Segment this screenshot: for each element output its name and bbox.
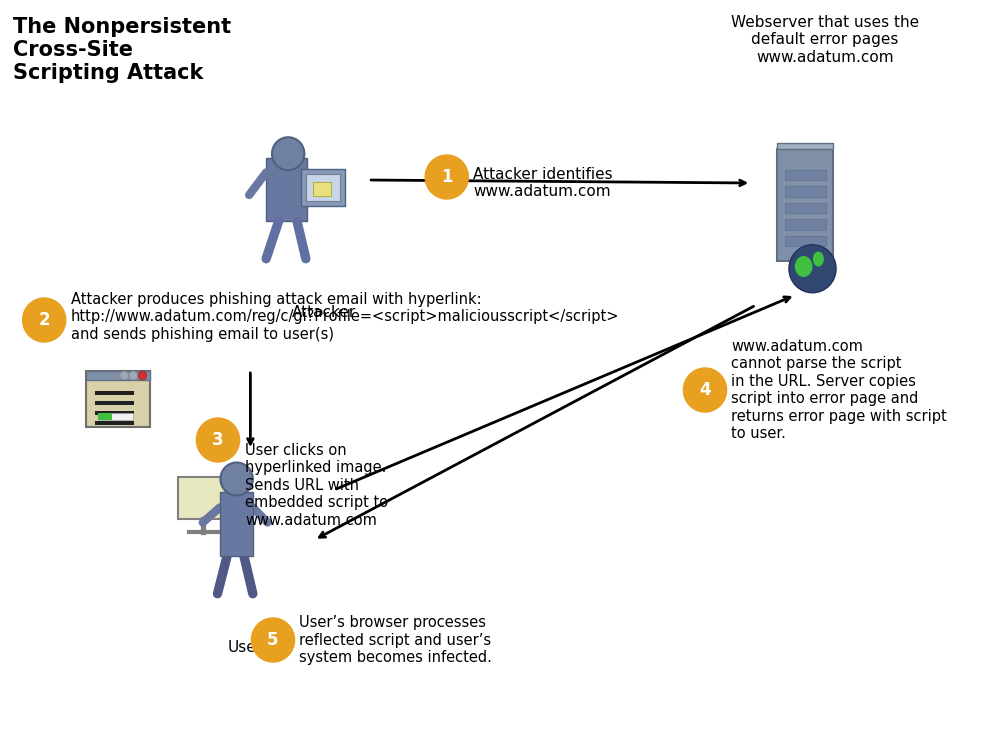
FancyBboxPatch shape bbox=[178, 477, 229, 519]
Circle shape bbox=[789, 245, 836, 293]
FancyBboxPatch shape bbox=[785, 186, 826, 197]
Text: 1: 1 bbox=[441, 168, 453, 186]
FancyBboxPatch shape bbox=[266, 158, 307, 221]
FancyBboxPatch shape bbox=[785, 219, 826, 230]
Text: User clicks on
hyperlinked image.
Sends URL with
embedded script to
www.adatum.c: User clicks on hyperlinked image. Sends … bbox=[245, 443, 389, 528]
Text: www.adatum.com
cannot parse the script
in the URL. Server copies
script into err: www.adatum.com cannot parse the script i… bbox=[731, 339, 947, 441]
FancyBboxPatch shape bbox=[785, 236, 826, 246]
Text: The Nonpersistent
Cross-Site
Scripting Attack: The Nonpersistent Cross-Site Scripting A… bbox=[13, 17, 231, 83]
FancyBboxPatch shape bbox=[98, 413, 133, 421]
Text: 2: 2 bbox=[38, 311, 50, 329]
Circle shape bbox=[196, 418, 240, 462]
Circle shape bbox=[129, 371, 138, 380]
Text: 4: 4 bbox=[699, 381, 711, 399]
Text: 3: 3 bbox=[212, 431, 224, 449]
Circle shape bbox=[425, 155, 468, 199]
FancyBboxPatch shape bbox=[86, 371, 150, 427]
Text: Attacker identifies
www.adatum.com: Attacker identifies www.adatum.com bbox=[473, 167, 613, 199]
FancyBboxPatch shape bbox=[86, 371, 150, 380]
Text: Attacker produces phishing attack email with hyperlink:
http://www.adatum.com/re: Attacker produces phishing attack email … bbox=[71, 292, 619, 342]
FancyBboxPatch shape bbox=[777, 149, 833, 261]
Ellipse shape bbox=[813, 251, 824, 267]
Text: Webserver that uses the
default error pages
www.adatum.com: Webserver that uses the default error pa… bbox=[731, 15, 919, 65]
FancyBboxPatch shape bbox=[220, 492, 253, 556]
FancyBboxPatch shape bbox=[777, 143, 833, 149]
Text: Attacker: Attacker bbox=[292, 305, 356, 320]
Circle shape bbox=[120, 371, 128, 380]
Circle shape bbox=[23, 298, 66, 342]
Text: User: User bbox=[228, 640, 263, 655]
FancyBboxPatch shape bbox=[785, 203, 826, 213]
FancyBboxPatch shape bbox=[785, 170, 826, 180]
Circle shape bbox=[272, 137, 304, 170]
Polygon shape bbox=[306, 174, 340, 201]
Ellipse shape bbox=[795, 256, 813, 277]
Polygon shape bbox=[301, 169, 345, 206]
Circle shape bbox=[683, 368, 727, 412]
FancyBboxPatch shape bbox=[98, 413, 112, 421]
Circle shape bbox=[251, 618, 295, 662]
FancyBboxPatch shape bbox=[313, 182, 331, 196]
Circle shape bbox=[138, 371, 147, 380]
Text: User’s browser processes
reflected script and user’s
system becomes infected.: User’s browser processes reflected scrip… bbox=[299, 615, 492, 665]
Circle shape bbox=[220, 463, 253, 495]
Text: 5: 5 bbox=[267, 631, 279, 649]
